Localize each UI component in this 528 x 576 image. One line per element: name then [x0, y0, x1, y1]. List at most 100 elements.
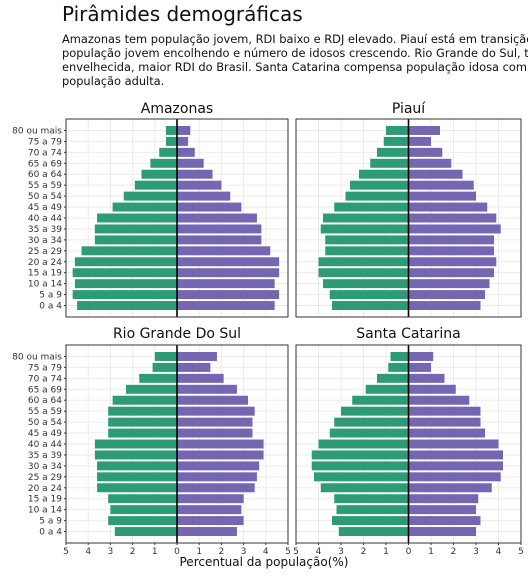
bar-left	[314, 472, 409, 482]
bar-right	[408, 169, 463, 179]
bar-right	[177, 505, 242, 515]
y-tick-label: 60 a 64	[28, 396, 62, 406]
bar-left	[350, 180, 409, 190]
bar-left	[74, 279, 177, 289]
bar-right	[408, 439, 499, 449]
bar-left	[334, 202, 409, 212]
bar-right	[177, 450, 264, 460]
bar-right	[177, 279, 275, 289]
x-tick-label: 3	[338, 547, 344, 557]
bar-left	[108, 406, 177, 416]
bar-left	[112, 395, 177, 405]
bar-left	[165, 125, 177, 135]
bar-right	[408, 351, 434, 361]
bar-right	[177, 406, 255, 416]
bar-right	[177, 235, 262, 245]
bar-left	[108, 494, 177, 504]
bar-right	[408, 125, 440, 135]
bar-right	[408, 505, 476, 515]
y-tick-label: 50 a 54	[28, 192, 62, 202]
y-tick-label: 0 a 4	[39, 302, 62, 312]
bar-right	[408, 516, 481, 526]
bar-left	[112, 202, 177, 212]
bar-left	[159, 147, 177, 157]
bar-right	[408, 202, 488, 212]
x-tick-label: 1	[383, 547, 389, 557]
x-tick-label: 1	[152, 547, 158, 557]
bar-left	[320, 224, 409, 234]
bar-right	[177, 516, 244, 526]
bar-left	[141, 169, 177, 179]
bar-right	[177, 202, 242, 212]
x-tick-label: 3	[473, 547, 479, 557]
bar-left	[325, 246, 409, 256]
bar-left	[97, 483, 177, 493]
bar-left	[150, 158, 177, 168]
bar-left	[345, 191, 409, 201]
bar-left	[152, 362, 177, 372]
bar-right	[408, 191, 476, 201]
bar-left	[320, 483, 409, 493]
x-tick-label: 4	[263, 547, 269, 557]
y-tick-label: 10 a 14	[28, 280, 62, 290]
bar-left	[123, 191, 177, 201]
bar-right	[408, 395, 470, 405]
y-tick-label: 40 a 44	[28, 440, 62, 450]
bar-right	[177, 268, 280, 278]
bar-left	[329, 428, 409, 438]
bar-right	[177, 384, 237, 394]
bar-left	[311, 461, 409, 471]
bar-right	[408, 527, 476, 537]
subtitle-line: população jovem encolhendo e número de i…	[62, 46, 528, 60]
bar-left	[359, 169, 409, 179]
bar-right	[177, 158, 204, 168]
bar-right	[408, 246, 494, 256]
bar-right	[408, 494, 479, 504]
bar-left	[114, 527, 177, 537]
bar-left	[377, 147, 409, 157]
bar-right	[177, 136, 189, 146]
bar-left	[332, 301, 409, 311]
bar-right	[177, 428, 253, 438]
y-tick-label: 75 a 79	[28, 137, 62, 147]
y-tick-label: 5 a 9	[39, 291, 62, 301]
x-tick-label: 2	[130, 547, 136, 557]
x-tick-label: 5	[63, 547, 69, 557]
panel-title: Rio Grande Do Sul	[113, 326, 241, 342]
y-tick-label: 10 a 14	[28, 506, 62, 516]
y-tick-label: 70 a 74	[28, 374, 62, 384]
bar-right	[408, 257, 497, 267]
x-tick-label: 5	[518, 547, 524, 557]
bar-left	[383, 136, 409, 146]
bar-right	[177, 169, 213, 179]
x-tick-label: 4	[496, 547, 502, 557]
bar-left	[108, 428, 177, 438]
bar-left	[311, 450, 409, 460]
bar-right	[408, 483, 492, 493]
bar-left	[165, 136, 177, 146]
bar-left	[323, 213, 409, 223]
panel-title: Santa Catarina	[356, 326, 460, 342]
bar-left	[377, 373, 409, 383]
bar-left	[329, 290, 409, 300]
bar-left	[341, 406, 409, 416]
bar-right	[177, 147, 195, 157]
chart-subtitle: Amazonas tem população jovem, RDI baixo …	[62, 32, 528, 88]
y-tick-label: 55 a 59	[28, 181, 62, 191]
y-tick-label: 15 a 19	[28, 495, 62, 505]
bar-left	[325, 235, 409, 245]
bar-left	[97, 213, 177, 223]
bar-right	[408, 384, 456, 394]
bar-right	[177, 373, 224, 383]
bar-left	[94, 439, 177, 449]
y-tick-label: 25 a 29	[28, 247, 62, 257]
bar-left	[108, 417, 177, 427]
bar-right	[177, 439, 264, 449]
bar-left	[318, 439, 409, 449]
bar-right	[177, 461, 260, 471]
bar-right	[177, 417, 253, 427]
x-tick-label: 5	[285, 547, 291, 557]
bar-right	[408, 417, 481, 427]
bar-right	[408, 147, 443, 157]
